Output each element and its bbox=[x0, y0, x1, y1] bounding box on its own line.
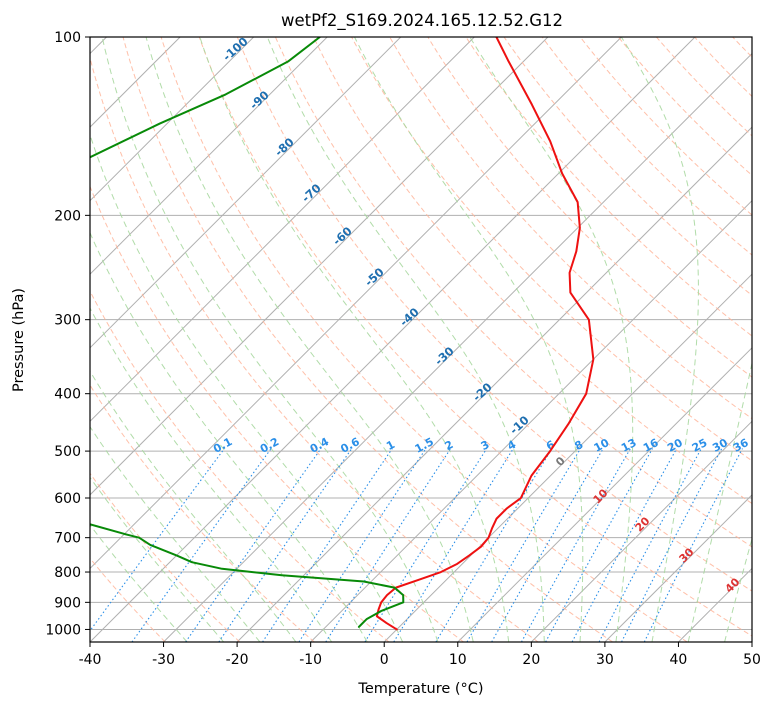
mixing-ratio-label: 30 bbox=[710, 436, 730, 455]
dewpoint-profile-line bbox=[90, 37, 405, 628]
y-tick-label: 400 bbox=[54, 387, 81, 403]
y-tick-label: 600 bbox=[54, 491, 81, 507]
y-tick-label: 900 bbox=[54, 595, 81, 611]
x-tick-label: -20 bbox=[226, 652, 249, 668]
moist-adiabat-line bbox=[199, 37, 510, 642]
mixing-ratio-line bbox=[571, 448, 678, 642]
mixing-ratio-line bbox=[262, 448, 393, 642]
x-tick-label: -10 bbox=[299, 652, 322, 668]
moist-adiabat-line bbox=[620, 37, 699, 642]
grid-layer bbox=[90, 37, 752, 642]
dry-adiabat-line bbox=[198, 37, 752, 637]
dry-adiabat-line bbox=[236, 37, 752, 592]
mixing-ratio-line bbox=[643, 448, 743, 642]
moist-adiabat-line bbox=[90, 524, 188, 642]
x-tick-label: -40 bbox=[79, 652, 102, 668]
moist-adiabat-line bbox=[145, 37, 474, 642]
x-axis-label: Temperature (°C) bbox=[357, 681, 483, 697]
dry-adiabat-line bbox=[503, 37, 752, 296]
mixing-ratio-line bbox=[90, 448, 225, 632]
dry-adiabat-line bbox=[90, 55, 539, 642]
isotherm-line bbox=[90, 37, 328, 275]
mixing-ratio-line bbox=[218, 448, 353, 642]
x-tick-label: 0 bbox=[380, 652, 389, 668]
mixing-ratio-line bbox=[393, 448, 514, 642]
dry-adiabat-line bbox=[579, 37, 752, 216]
mixing-ratio-line bbox=[185, 448, 322, 642]
dry-adiabat-line bbox=[465, 37, 752, 337]
y-tick-label: 700 bbox=[54, 531, 81, 547]
x-tick-label: -30 bbox=[152, 652, 175, 668]
isotherm-line bbox=[90, 37, 622, 570]
dry-adiabat-line bbox=[351, 37, 752, 462]
y-tick-label: 100 bbox=[54, 30, 81, 46]
mixing-ratio-label: 20 bbox=[665, 436, 685, 455]
moist-adiabat-line bbox=[90, 370, 297, 642]
isotherm-line bbox=[90, 37, 255, 202]
plot-frame bbox=[89, 36, 753, 643]
isotherm-line bbox=[90, 37, 475, 423]
mixing-ratio-line bbox=[621, 448, 723, 642]
mixing-ratio-line bbox=[491, 448, 604, 642]
dry-adiabat-line bbox=[90, 384, 315, 642]
isotherm-line bbox=[163, 52, 752, 642]
dry-adiabat-line bbox=[90, 290, 390, 642]
x-tick-label: 30 bbox=[596, 652, 614, 668]
x-tick-label: 50 bbox=[743, 652, 761, 668]
y-tick-label: 1000 bbox=[45, 622, 81, 638]
mixing-ratio-line bbox=[364, 448, 488, 642]
temperature-profile-line bbox=[375, 37, 595, 631]
x-tick-label: 10 bbox=[449, 652, 467, 668]
mixing-ratio-line bbox=[298, 448, 427, 642]
moist-adiabat-line bbox=[354, 37, 584, 642]
mixing-ratio-label: 10 bbox=[592, 436, 612, 455]
mixing-ratio-label: 25 bbox=[690, 436, 710, 455]
y-axis-label: Pressure (hPa) bbox=[11, 288, 27, 392]
mixing-ratio-label: 16 bbox=[641, 436, 661, 455]
moist-adiabat-line bbox=[687, 360, 752, 642]
isotherm-line bbox=[530, 420, 752, 642]
dry-adiabat-line bbox=[274, 37, 752, 548]
moist-adiabat-line bbox=[101, 37, 439, 642]
mixing-ratio-label: 36 bbox=[731, 436, 751, 455]
y-axis: 1000 900 800 700 600 500 400 300 200 100 bbox=[45, 30, 90, 638]
mixing-ratio-line bbox=[325, 448, 452, 642]
moist-adiabat-line bbox=[90, 425, 261, 642]
isotherm-line bbox=[604, 494, 752, 642]
dry-adiabat-line bbox=[122, 37, 613, 642]
dry-adiabat-line bbox=[617, 37, 752, 177]
dry-adiabat-line bbox=[313, 37, 752, 505]
x-tick-label: 20 bbox=[522, 652, 540, 668]
dry-adiabat-line bbox=[389, 37, 752, 420]
moist-adiabat-line bbox=[90, 231, 368, 642]
x-tick-label: 40 bbox=[670, 652, 688, 668]
moist-adiabat-line bbox=[469, 37, 634, 642]
y-tick-label: 800 bbox=[54, 565, 81, 581]
isotherm-line bbox=[236, 126, 752, 642]
mixing-ratio-line bbox=[466, 448, 582, 642]
y-tick-label: 200 bbox=[54, 208, 81, 224]
moist-adiabat-line bbox=[266, 37, 545, 642]
moist-adiabat-line bbox=[90, 307, 333, 642]
chart-title: wetPf2_S169.2024.165.12.52.G12 bbox=[281, 11, 563, 31]
background-lines bbox=[90, 37, 752, 642]
y-tick-label: 500 bbox=[54, 444, 81, 460]
isotherm-line bbox=[90, 37, 402, 349]
isotherm-line bbox=[457, 347, 752, 642]
y-tick-label: 300 bbox=[54, 313, 81, 329]
isotherm-line bbox=[90, 37, 696, 642]
isotherm-line bbox=[310, 199, 752, 642]
mixing-ratio-label: 13 bbox=[619, 436, 639, 455]
profile-lines bbox=[90, 37, 595, 631]
isotherm-line bbox=[90, 37, 549, 496]
mixing-ratio-line bbox=[598, 448, 702, 642]
x-axis: -40 -30 -20 -10 0 10 20 30 40 50 bbox=[79, 642, 761, 668]
moist-adiabat-line bbox=[724, 537, 752, 642]
mixing-ratio-line bbox=[131, 448, 272, 642]
